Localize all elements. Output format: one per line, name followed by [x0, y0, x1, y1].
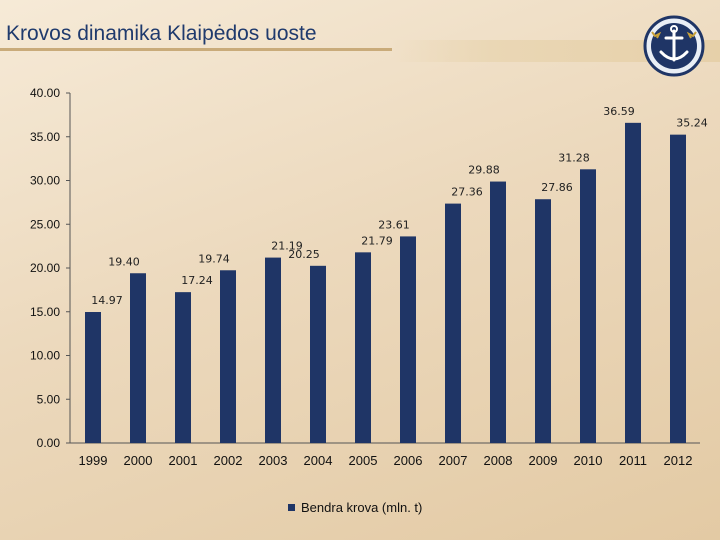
x-tick-label: 2012: [664, 453, 693, 468]
x-tick-label: 2003: [259, 453, 288, 468]
bar: [625, 122, 641, 444]
x-tick-label: 2005: [349, 453, 378, 468]
x-tick-label: 2007: [439, 453, 468, 468]
data-label: 19.40: [108, 255, 140, 268]
data-label: 19.74: [198, 252, 230, 265]
bar: [490, 181, 506, 444]
y-tick-label: 25.00: [30, 217, 60, 231]
port-anchor-emblem-icon: [643, 15, 705, 77]
data-label: 23.61: [378, 218, 410, 231]
data-label: 31.28: [558, 151, 590, 164]
data-label: 14.97: [91, 294, 123, 307]
title-underline: [0, 48, 392, 51]
y-axis-ticks: 0.00 5.00 10.00 15.00 20.00 25.00 30.00 35.00 40…: [30, 86, 70, 450]
bar: [535, 199, 551, 443]
bar: [445, 203, 461, 443]
data-label: 17.24: [181, 274, 213, 287]
x-tick-label: 2009: [529, 453, 558, 468]
bar: [220, 270, 236, 443]
data-label: 27.86: [541, 181, 573, 194]
data-label: 27.36: [451, 186, 483, 199]
y-tick-label: 10.00: [30, 349, 60, 363]
bar: [175, 292, 191, 443]
data-label: 36.59: [603, 105, 635, 118]
x-tick-label: 2011: [619, 453, 647, 468]
x-tick-label: 2002: [214, 453, 243, 468]
bar: [310, 265, 326, 443]
data-label: 35.24: [676, 117, 708, 130]
x-tick-label: 2000: [124, 453, 153, 468]
y-tick-label: 0.00: [37, 436, 61, 450]
slide-header: Krovos dinamika Klaipėdos uoste: [0, 0, 720, 80]
header-band: [392, 40, 720, 62]
x-tick-label: 2004: [304, 453, 333, 468]
x-tick-label: 2008: [484, 453, 513, 468]
x-axis-ticks: 1999 2000 2001 2002 2003 2004 2005 2006 2007 2008…: [79, 453, 693, 468]
legend-label: Bendra krova (mln. t): [301, 500, 423, 515]
page-title: Krovos dinamika Klaipėdos uoste: [6, 22, 317, 45]
x-tick-label: 2010: [574, 453, 603, 468]
legend: Bendra krova (mln. t): [288, 500, 422, 515]
bar: [265, 257, 281, 443]
x-tick-label: 2006: [394, 453, 423, 468]
legend-swatch: [288, 504, 295, 511]
y-tick-label: 35.00: [30, 130, 60, 144]
x-tick-label: 2001: [169, 453, 198, 468]
y-tick-label: 40.00: [30, 86, 60, 100]
bar: [85, 312, 101, 443]
data-label: 21.19: [271, 240, 303, 253]
data-label: 21.79: [361, 234, 393, 247]
bar: [670, 134, 686, 443]
y-tick-label: 30.00: [30, 174, 60, 188]
y-tick-label: 15.00: [30, 305, 60, 319]
bar-series: [85, 122, 686, 444]
bar: [400, 236, 416, 443]
bar: [130, 273, 146, 443]
bar: [355, 252, 371, 443]
y-tick-label: 20.00: [30, 261, 60, 275]
data-label: 29.88: [468, 164, 500, 177]
y-tick-label: 5.00: [37, 392, 61, 406]
data-label: 20.25: [288, 248, 320, 261]
bar: [580, 169, 596, 444]
x-tick-label: 1999: [79, 453, 108, 468]
